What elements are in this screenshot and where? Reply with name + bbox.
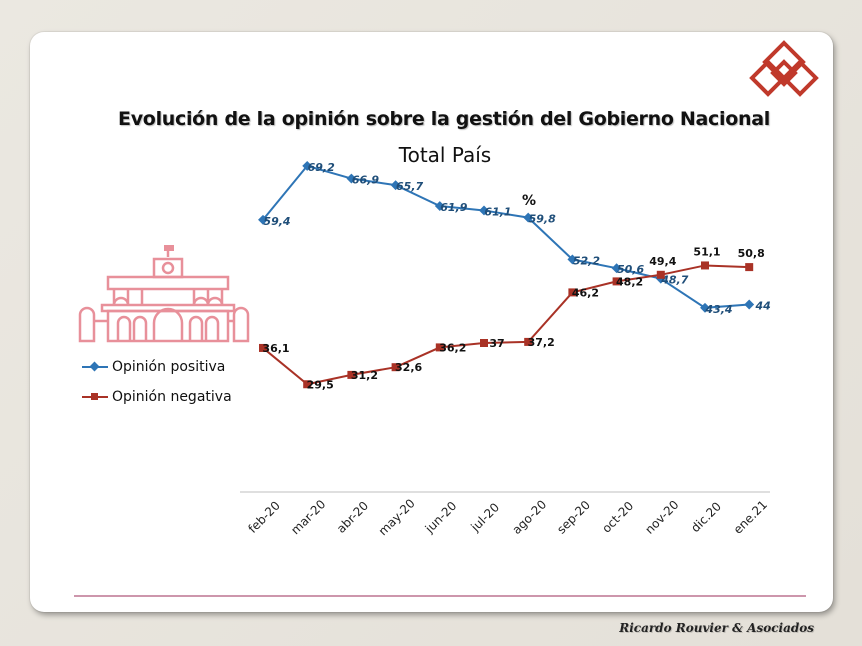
data-label-negative: 37	[489, 337, 504, 350]
data-label-negative: 29,5	[307, 378, 334, 391]
data-label-positive: 59,8	[529, 213, 556, 226]
x-tick-label: abr-20	[334, 499, 371, 536]
point-negative	[701, 261, 709, 270]
data-label-positive: 48,7	[660, 274, 688, 287]
data-label-positive: 50,6	[617, 263, 644, 276]
point-positive	[479, 205, 489, 216]
legend-negative-swatch	[82, 393, 108, 400]
data-label-negative: 49,4	[649, 255, 676, 268]
legend-item-negative: Opinión negativa	[82, 389, 232, 405]
point-positive	[567, 254, 578, 265]
data-label-negative: 50,8	[738, 247, 765, 260]
data-label-negative: 31,2	[351, 369, 378, 382]
x-tick-label: jul-20	[468, 500, 503, 535]
point-positive	[744, 299, 755, 310]
data-label-positive: 61,1	[484, 205, 511, 218]
data-label-negative: 46,2	[572, 286, 599, 299]
data-label-negative: 32,6	[395, 361, 422, 374]
point-positive	[611, 263, 622, 274]
legend-negative-label: Opinión negativa	[112, 389, 232, 405]
square-marker-icon	[91, 393, 98, 400]
point-positive	[302, 160, 313, 171]
slide-card	[30, 32, 833, 612]
data-label-positive: 61,9	[440, 201, 467, 214]
x-tick-label: may-20	[376, 496, 418, 538]
data-label-positive: 52,2	[573, 254, 600, 267]
x-tick-label: nov-20	[642, 498, 681, 537]
point-negative	[435, 343, 444, 352]
point-positive	[346, 173, 357, 184]
point-negative	[347, 370, 356, 379]
series-line-negative	[262, 264, 750, 386]
legend-positive-swatch	[82, 361, 108, 372]
x-tick-label: dic.20	[688, 499, 724, 535]
legend-item-positive: Opinión positiva	[82, 359, 225, 375]
series-line-positive	[262, 164, 750, 309]
data-label-negative: 36,2	[439, 341, 466, 354]
x-tick-label: feb-20	[245, 498, 282, 535]
data-label-positive: 43,4	[704, 303, 732, 316]
point-positive	[434, 201, 445, 211]
footer-credit: Ricardo Rouvier & Asociados	[619, 621, 814, 635]
casa-rosada-building-icon	[78, 243, 250, 347]
point-negative	[656, 270, 665, 279]
point-negative	[524, 337, 533, 346]
point-negative	[568, 288, 577, 297]
point-negative	[612, 277, 621, 286]
x-tick-label: oct-20	[599, 499, 636, 536]
data-label-negative: 36,1	[262, 342, 289, 355]
point-positive	[258, 214, 268, 225]
x-tick-label: ene.21	[731, 498, 770, 537]
data-label-positive: 65,7	[396, 180, 423, 193]
point-negative	[303, 380, 312, 389]
data-label-positive: 59,4	[263, 215, 290, 228]
point-negative	[259, 343, 267, 352]
data-label-positive: 66,9	[352, 174, 379, 187]
x-tick-label: mar-20	[288, 497, 328, 537]
x-tick-label: ago-20	[510, 497, 550, 537]
data-label-negative: 37,2	[528, 336, 555, 349]
chart-subtitle: Total País	[398, 143, 492, 167]
point-negative	[391, 363, 400, 372]
data-label-positive: 44	[755, 300, 771, 313]
x-tick-label: jun-20	[422, 499, 460, 537]
point-negative	[480, 339, 488, 347]
diamond-logo-icon	[748, 40, 820, 104]
chart-title: Evolución de la opinión sobre la gestión…	[118, 108, 770, 130]
point-negative	[745, 263, 754, 272]
point-positive	[523, 212, 534, 223]
unit-label: %	[522, 193, 537, 209]
point-positive	[700, 302, 710, 313]
data-label-positive: 69,2	[308, 161, 335, 174]
point-positive	[390, 180, 401, 191]
legend-positive-label: Opinión positiva	[112, 359, 226, 375]
data-label-negative: 51,1	[693, 245, 720, 258]
x-tick-label: sep-20	[554, 498, 593, 537]
data-label-negative: 48,2	[616, 275, 643, 288]
